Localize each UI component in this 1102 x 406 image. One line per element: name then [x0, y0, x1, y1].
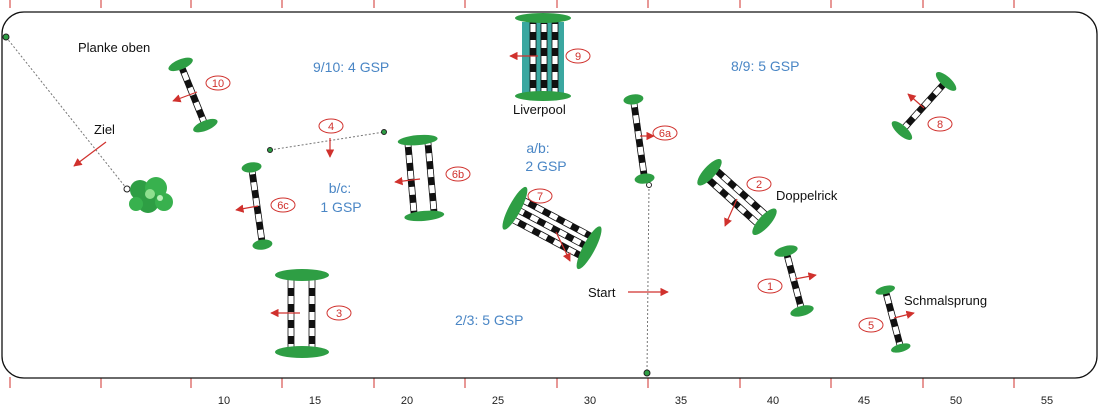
hedge-icon	[576, 226, 602, 270]
scale-label: 25	[492, 395, 504, 406]
scale-label: 35	[675, 395, 687, 406]
hedge-icon	[404, 210, 445, 222]
hedge-icon	[275, 346, 329, 358]
jump-number: 6a	[659, 128, 672, 140]
finish-marker-label: Planke oben	[78, 40, 150, 55]
jump-number: 4	[328, 121, 334, 133]
jump-number: 6c	[277, 200, 289, 212]
scale-label: 30	[584, 395, 596, 406]
jump-number-badge	[326, 305, 352, 321]
scale-labels: 10 15 20 25 30 35 40 45 50 55	[218, 395, 1053, 406]
direction-arrow-icon	[794, 272, 817, 281]
hedge-icon	[515, 13, 571, 23]
flag-icon	[2, 33, 10, 41]
jump-number-badge	[270, 197, 296, 213]
direction-arrow-icon	[724, 198, 738, 227]
jump-8	[891, 72, 957, 140]
jump-9-liverpool	[515, 13, 571, 101]
jump-7	[502, 186, 602, 270]
hedge-icon	[891, 343, 911, 353]
scale-label: 45	[858, 395, 870, 406]
jump-6a	[623, 94, 655, 184]
direction-arrow-icon	[235, 204, 259, 213]
distance-a-b: a/b:	[526, 140, 549, 156]
hedge-icon	[275, 269, 329, 281]
direction-arrow-icon	[73, 141, 107, 167]
start-line	[643, 182, 652, 377]
jump-5-narrow	[875, 285, 911, 353]
scale-label: 50	[950, 395, 962, 406]
hedge-icon	[515, 91, 571, 101]
jump-number-badge	[757, 278, 783, 294]
jump-1	[774, 245, 814, 317]
jump-6b	[397, 134, 445, 222]
hedge-icon	[774, 245, 798, 257]
hedge-icon	[193, 118, 218, 133]
hedge-icon	[891, 121, 913, 140]
jump-number-badge	[652, 125, 678, 141]
distance-b-c: b/c:	[329, 180, 352, 196]
jump-number-badge	[927, 116, 953, 132]
distance-b-c: 1 GSP	[320, 199, 361, 215]
jump-number: 8	[937, 119, 943, 131]
hedge-icon	[252, 239, 273, 250]
jump-number-badge	[858, 317, 884, 333]
top-scale	[9, 0, 1015, 8]
scale-label: 55	[1041, 395, 1053, 406]
hedge-icon	[397, 134, 438, 146]
flag-icon	[123, 185, 131, 193]
jump-number: 5	[868, 320, 874, 332]
hedge-icon	[697, 158, 722, 186]
direction-arrow-icon	[394, 176, 421, 186]
jump-number-badge	[318, 118, 344, 134]
distance-a-b: 2 GSP	[525, 158, 566, 174]
scale-label: 20	[401, 395, 413, 406]
jump-number: 1	[767, 281, 773, 293]
direction-arrow-icon	[893, 310, 915, 319]
double-oxer-label: Doppelrick	[776, 188, 838, 203]
jump-number: 2	[756, 179, 762, 191]
jump-number: 6b	[452, 169, 464, 181]
scale-label: 10	[218, 395, 230, 406]
scale-label: 40	[767, 395, 779, 406]
jump-number: 9	[575, 51, 581, 63]
hedge-icon	[502, 186, 528, 230]
scale-label: 15	[309, 395, 321, 406]
flag-icon	[643, 369, 651, 377]
jump-10	[168, 57, 218, 133]
direction-arrow-icon	[907, 93, 925, 109]
jump-number-badge	[746, 176, 772, 192]
jump-number: 10	[212, 78, 224, 90]
jump-number: 3	[336, 308, 342, 320]
jump-number-badge	[527, 188, 553, 204]
narrow-jump-label: Schmalsprung	[904, 293, 987, 308]
jump-number-badge	[565, 48, 591, 64]
hedge-icon	[168, 57, 193, 72]
hedge-icon	[875, 285, 895, 295]
jump-4	[267, 129, 387, 153]
jump-number-badge	[205, 75, 231, 91]
liverpool-label: Liverpool	[513, 102, 566, 117]
jump-number: 7	[537, 191, 543, 203]
hedge-icon	[623, 94, 644, 105]
finish-label: Ziel	[94, 122, 115, 137]
jump-3	[275, 269, 329, 358]
distance-8-9: 8/9: 5 GSP	[731, 58, 799, 74]
hedge-icon	[935, 72, 957, 91]
hedge-icon	[241, 162, 262, 173]
hedge-icon	[634, 173, 655, 184]
hedge-icon	[790, 305, 814, 317]
finish-line	[2, 33, 131, 193]
direction-arrow-icon	[555, 231, 571, 262]
bottom-scale	[9, 377, 1015, 388]
direction-arrow-icon	[172, 91, 198, 103]
jump-number-badge	[445, 166, 471, 182]
distance-2-3: 2/3: 5 GSP	[455, 312, 523, 328]
start-label: Start	[588, 285, 616, 300]
distance-9-10: 9/10: 4 GSP	[313, 59, 389, 75]
bush-icon	[129, 177, 173, 213]
hedge-icon	[752, 208, 777, 236]
jump-2-double-oxer	[697, 158, 777, 236]
